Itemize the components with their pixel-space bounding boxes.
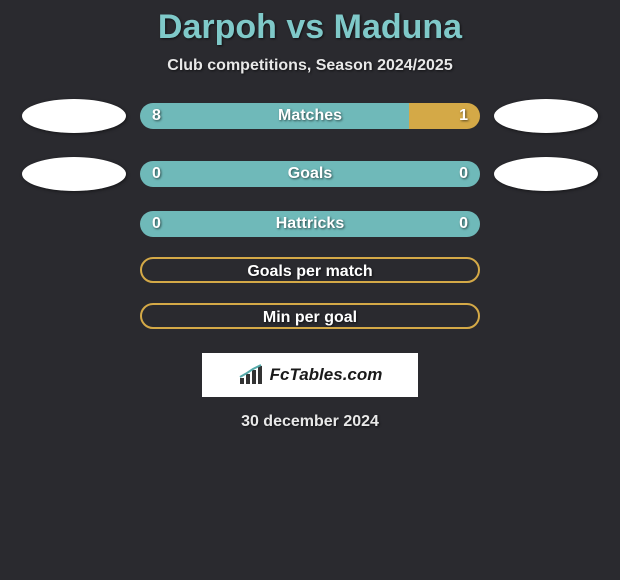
stat-label: Hattricks [140,211,480,237]
subtitle: Club competitions, Season 2024/2025 [0,57,620,75]
player2-avatar [494,99,598,133]
date-label: 30 december 2024 [0,413,620,431]
stats-container: 81Matches 00Goals 00Hattricks Goals per mat… [0,99,620,329]
stat-bar: 81Matches [140,103,480,129]
stat-label: Goals per match [142,259,478,283]
stat-bar: 00Hattricks [140,211,480,237]
stat-row: 81Matches [0,99,620,133]
stat-row: 00Hattricks [0,211,620,237]
logo-text: FcTables.com [270,365,383,385]
player1-avatar [22,157,126,191]
fctables-logo: FcTables.com [202,353,418,397]
stat-row: Min per goal [0,303,620,329]
stat-label: Matches [140,103,480,129]
page-title: Darpoh vs Maduna [0,0,620,47]
stat-row: Goals per match [0,257,620,283]
bar-chart-icon [238,364,264,386]
stat-label: Min per goal [142,305,478,329]
player2-avatar [494,157,598,191]
stat-label: Goals [140,161,480,187]
stat-bar: Goals per match [140,257,480,283]
player1-avatar [22,99,126,133]
stat-bar: 00Goals [140,161,480,187]
stat-row: 00Goals [0,157,620,191]
stat-bar: Min per goal [140,303,480,329]
